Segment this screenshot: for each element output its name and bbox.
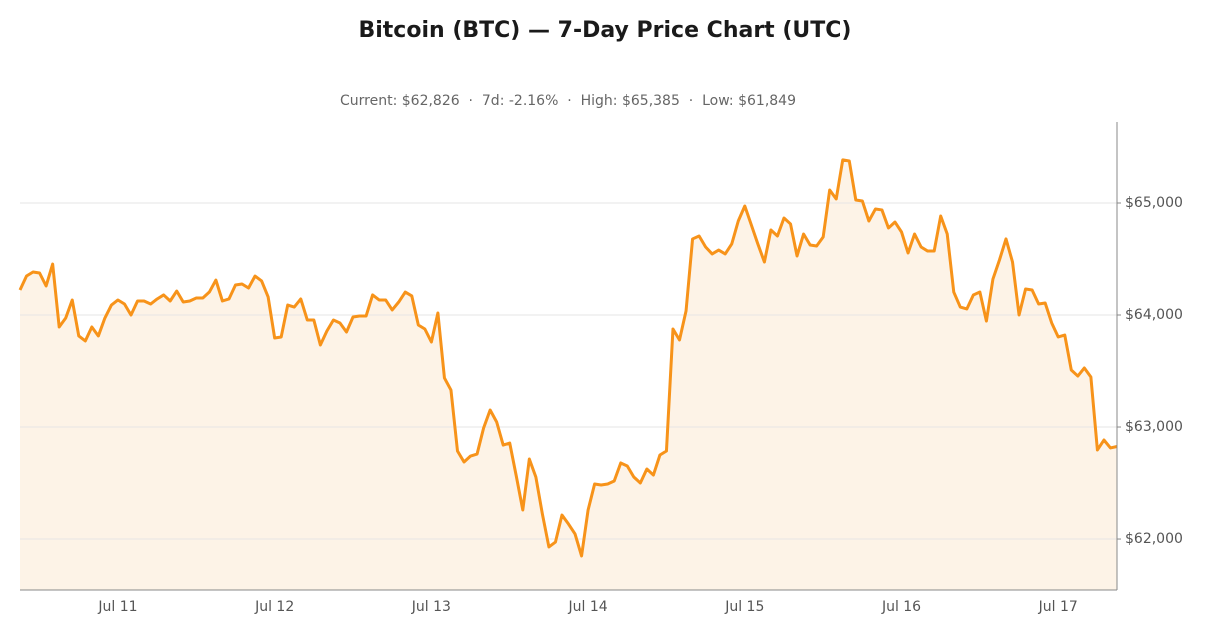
x-tick-label: Jul 14	[568, 599, 608, 615]
x-tick-label: Jul 15	[724, 599, 764, 615]
y-tick-label: $64,000	[1125, 307, 1183, 323]
x-tick-label: Jul 16	[881, 599, 921, 615]
price-line	[18, 158, 1118, 558]
chart-title: Bitcoin (BTC) — 7-Day Price Chart (UTC)	[358, 18, 851, 43]
x-tick-label: Jul 17	[1038, 599, 1078, 615]
x-tick-label: Jul 11	[97, 599, 137, 615]
y-tick-label: $65,000	[1125, 195, 1183, 211]
x-tick-label: Jul 13	[411, 599, 451, 615]
chart-subtitle: Current: $62,826 · 7d: -2.16% · High: $6…	[340, 93, 796, 109]
x-tick-label: Jul 12	[254, 599, 294, 615]
y-tick-label: $63,000	[1125, 419, 1183, 435]
y-tick-label: $62,000	[1125, 531, 1183, 547]
area	[20, 159, 1117, 591]
